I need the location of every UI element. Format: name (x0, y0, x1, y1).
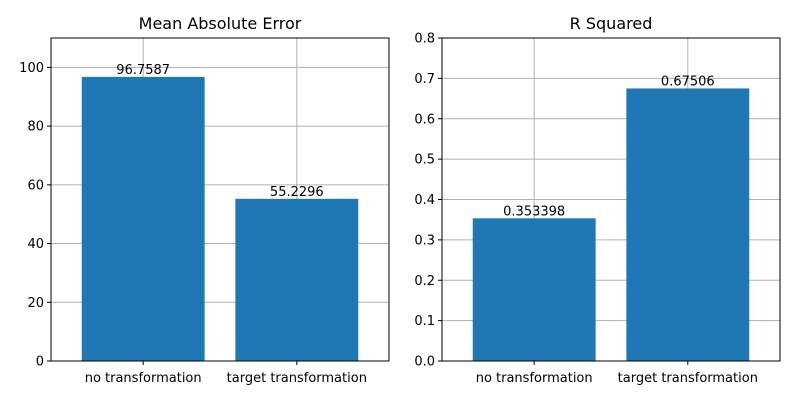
y-tick-label: 0.4 (414, 193, 435, 208)
y-tick-label: 0.2 (414, 274, 435, 289)
bar-data-label: 96.7587 (116, 63, 170, 78)
bar-data-label: 0.67506 (661, 74, 715, 89)
x-tick-label: target transformation (618, 371, 758, 386)
y-tick-label: 20 (27, 296, 44, 311)
y-tick-label: 0.7 (414, 72, 435, 87)
bar (626, 88, 750, 362)
y-tick-label: 0.6 (414, 112, 435, 127)
x-tick-label: no transformation (476, 371, 593, 386)
y-tick-label: 100 (19, 61, 44, 76)
y-tick-label: 0.5 (414, 153, 435, 168)
y-tick-label: 0.8 (414, 32, 435, 47)
chart-panel-mae: Mean Absolute Error 0 20 40 60 80 100 96.7587 n… (19, 14, 390, 386)
x-tick-label: no transformation (85, 371, 202, 386)
bar (235, 198, 359, 361)
y-tick-label: 80 (27, 120, 44, 135)
x-tick-label: target transformation (227, 371, 367, 386)
y-tick-label: 0.1 (414, 314, 435, 329)
y-tick-label: 0.0 (414, 355, 435, 370)
chart-title: Mean Absolute Error (139, 14, 302, 33)
y-tick-label: 0 (36, 355, 44, 370)
y-tick-label: 60 (27, 178, 44, 193)
y-tick-label: 0.3 (414, 233, 435, 248)
axes-frame (50, 37, 390, 362)
bar-data-label: 55.2296 (270, 185, 324, 200)
chart-title: R Squared (570, 14, 653, 33)
y-tick-label: 40 (27, 237, 44, 252)
axes-frame (441, 37, 781, 362)
bar-data-label: 0.353398 (503, 204, 565, 219)
bar (472, 218, 596, 361)
chart-panel-r-squared: R Squared 0.0 0.1 0.2 0.3 0.4 0.5 0.6 0.7 0.8 0.3… (414, 14, 781, 386)
bar (81, 76, 205, 361)
